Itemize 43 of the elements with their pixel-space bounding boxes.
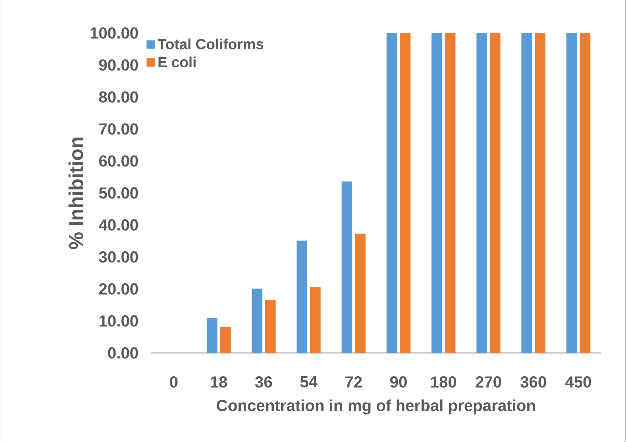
bar [522, 33, 532, 354]
y-tick-label: 50.00 [99, 188, 138, 200]
y-tick-label: 100.00 [90, 28, 138, 40]
y-tick-label: 20.00 [99, 284, 138, 296]
legend-label: Total Coliforms [158, 39, 264, 50]
bar [566, 33, 578, 354]
y-tick-label: 70.00 [100, 124, 138, 136]
bar [265, 300, 276, 354]
x-tick-label: 72 [346, 376, 362, 388]
y-tick-label: 80.00 [99, 92, 138, 104]
y-tick-label: 90.00 [99, 60, 138, 72]
legend-label: E coli [158, 57, 196, 68]
bar [252, 289, 263, 354]
bar [310, 287, 321, 354]
x-tick-label: 54 [300, 376, 318, 388]
bar [535, 33, 546, 354]
bar [445, 33, 456, 354]
bar [432, 33, 442, 354]
bar [355, 234, 366, 354]
x-tick-label: 36 [255, 376, 272, 388]
bar [220, 327, 231, 354]
x-tick-label: 450 [566, 376, 592, 388]
bar [296, 241, 308, 354]
bar [580, 33, 591, 354]
x-tick-label: 180 [431, 376, 456, 388]
x-tick-label: 360 [520, 376, 546, 388]
x-tick-label: 270 [476, 376, 502, 388]
bar [400, 33, 411, 354]
y-tick-label: 30.00 [99, 252, 138, 264]
y-tick-label: 0.00 [108, 348, 138, 360]
x-tick-label: 90 [390, 376, 408, 388]
bar [476, 33, 488, 354]
y-axis-title: % Inhibition [68, 138, 84, 250]
bar [490, 33, 501, 354]
bar [386, 33, 398, 354]
x-tick-label: 18 [211, 376, 228, 388]
x-tick-label: 0 [170, 376, 178, 388]
bar [342, 182, 352, 354]
x-axis-title: Concentration in mg of herbal preparation [217, 400, 536, 415]
bar [206, 318, 218, 354]
y-tick-label: 40.00 [99, 220, 138, 232]
y-tick-label: 10.00 [100, 316, 138, 328]
y-tick-label: 60.00 [99, 156, 138, 168]
